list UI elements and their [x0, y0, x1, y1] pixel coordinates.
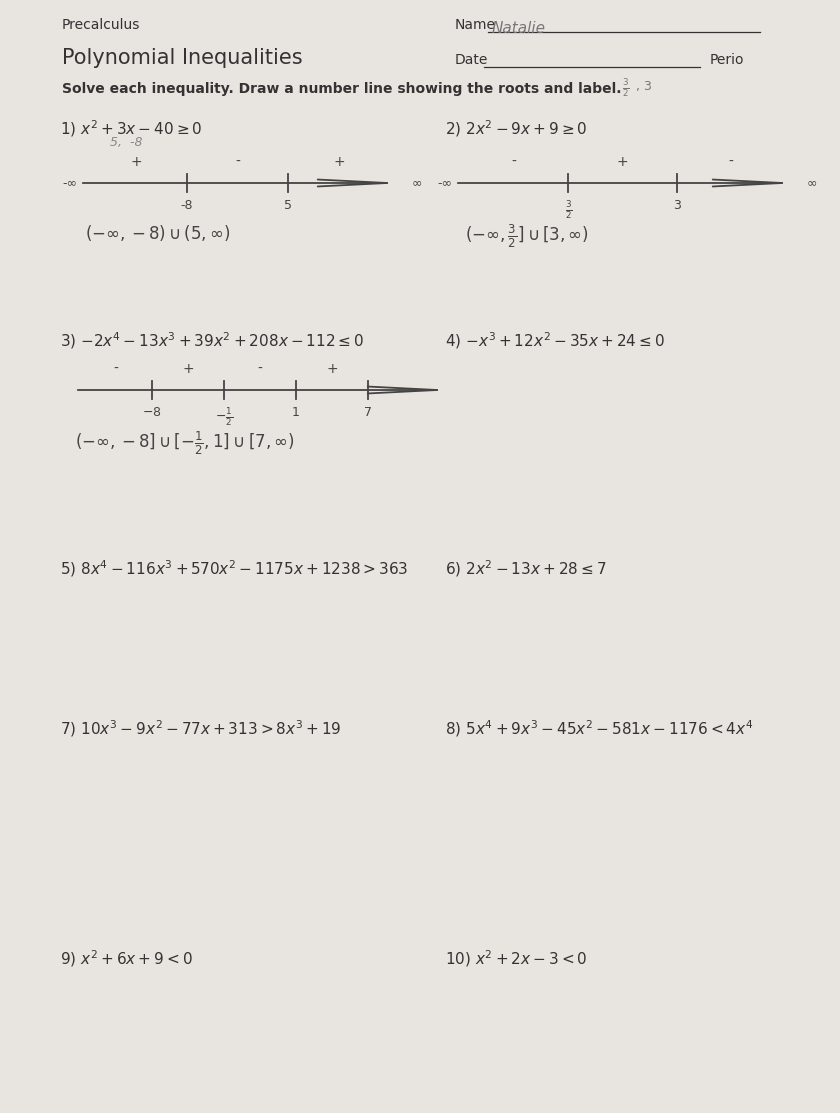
Text: +: +	[333, 155, 345, 169]
Text: 5,  -8: 5, -8	[110, 136, 143, 149]
Text: 5) $8x^4-116x^3+570x^2-1175x+1238>363$: 5) $8x^4-116x^3+570x^2-1175x+1238>363$	[60, 558, 408, 579]
Text: 2) $2x^2-9x+9\geq 0$: 2) $2x^2-9x+9\geq 0$	[445, 118, 587, 139]
Text: -∞: -∞	[62, 177, 77, 189]
Text: 5: 5	[284, 199, 292, 211]
Text: 8) $5x^4+9x^3-45x^2-581x-1176<4x^4$: 8) $5x^4+9x^3-45x^2-581x-1176<4x^4$	[445, 718, 753, 739]
Text: 3) $-2x^4-13x^3+39x^2+208x-112\leq 0$: 3) $-2x^4-13x^3+39x^2+208x-112\leq 0$	[60, 329, 365, 351]
Text: -: -	[512, 155, 517, 169]
Text: -8: -8	[181, 199, 193, 211]
Text: 10) $x^2+2x-3<0$: 10) $x^2+2x-3<0$	[445, 948, 587, 968]
Text: , 3: , 3	[636, 80, 652, 93]
Text: ∞: ∞	[807, 177, 817, 189]
Text: $(-\infty,\frac{3}{2}]\cup[3,\infty)$: $(-\infty,\frac{3}{2}]\cup[3,\infty)$	[465, 223, 589, 250]
Text: -: -	[113, 362, 118, 376]
Text: 1: 1	[292, 406, 300, 418]
Text: Natalie: Natalie	[492, 21, 546, 36]
Text: Name: Name	[455, 18, 496, 32]
Text: 9) $x^2+6x+9<0$: 9) $x^2+6x+9<0$	[60, 948, 192, 968]
Text: $-\frac{1}{2}$: $-\frac{1}{2}$	[215, 406, 233, 427]
Text: 4) $-x^3+12x^2-35x+24\leq 0$: 4) $-x^3+12x^2-35x+24\leq 0$	[445, 329, 665, 351]
Text: Date: Date	[455, 53, 488, 67]
Text: Polynomial Inequalities: Polynomial Inequalities	[62, 48, 302, 68]
Text: 1) $x^2+3x-40\geq 0$: 1) $x^2+3x-40\geq 0$	[60, 118, 202, 139]
Text: -: -	[728, 155, 733, 169]
Text: +: +	[130, 155, 142, 169]
Text: -∞: -∞	[437, 177, 452, 189]
Text: Precalculus: Precalculus	[62, 18, 140, 32]
Text: 7) $10x^3-9x^2-77x+313>8x^3+19$: 7) $10x^3-9x^2-77x+313>8x^3+19$	[60, 718, 342, 739]
Text: Perio: Perio	[710, 53, 744, 67]
Text: $(-\infty,-8]\cup[-\frac{1}{2},1]\cup[7,\infty)$: $(-\infty,-8]\cup[-\frac{1}{2},1]\cup[7,…	[75, 430, 295, 457]
Text: +: +	[326, 362, 338, 376]
Text: Solve each inequality. Draw a number line showing the roots and label.: Solve each inequality. Draw a number lin…	[62, 82, 622, 96]
Text: +: +	[182, 362, 194, 376]
Text: 6) $2x^2-13x+28\leq 7$: 6) $2x^2-13x+28\leq 7$	[445, 558, 606, 579]
Text: 7: 7	[364, 406, 372, 418]
Text: +: +	[617, 155, 628, 169]
Text: ∞: ∞	[412, 177, 423, 189]
Text: $\frac{3}{2}$: $\frac{3}{2}$	[622, 77, 629, 99]
Text: $-8$: $-8$	[142, 406, 162, 418]
Text: -: -	[235, 155, 240, 169]
Text: 3: 3	[673, 199, 680, 211]
Text: -: -	[258, 362, 262, 376]
Text: $(-\infty,-8)\cup(5,\infty)$: $(-\infty,-8)\cup(5,\infty)$	[85, 223, 230, 243]
Text: $\frac{3}{2}$: $\frac{3}{2}$	[564, 199, 572, 220]
